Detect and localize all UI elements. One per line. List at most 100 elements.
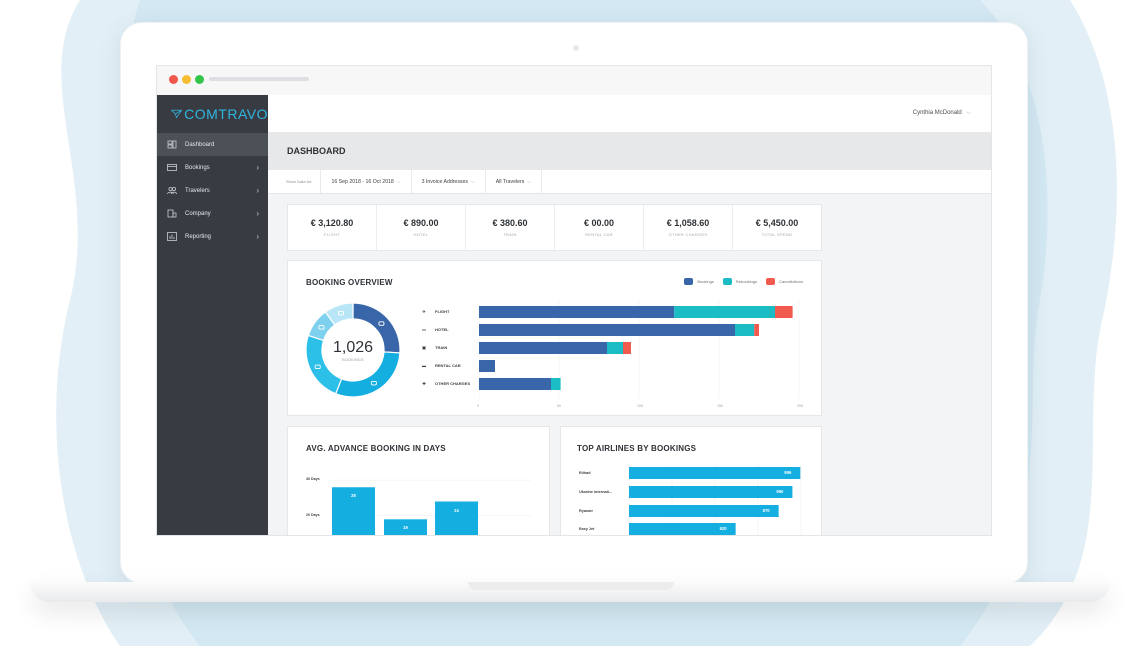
donut-slice-other-charges[interactable] — [324, 303, 354, 326]
kpi-value: € 1,058.60 — [666, 218, 710, 228]
chevron-down-icon: ⌵ — [396, 178, 401, 185]
legend-label: Cancellations — [778, 279, 803, 284]
bar-category-label: HOTEL — [435, 327, 449, 332]
kpi-value: € 380.60 — [492, 218, 528, 228]
invoice-address-filter[interactable]: 3 Invoice Addresses ⌵ — [410, 170, 485, 193]
legend-label: Bookings — [697, 279, 714, 284]
kpi-label: FLIGHT — [323, 232, 341, 237]
sidebar-nav: Dashboard Bookings › Travelers › Company › Repo… — [157, 133, 268, 248]
airline-bar[interactable] — [629, 467, 801, 479]
hotel-icon: ▭ — [422, 327, 426, 332]
brand-name: COMTRAVO — [184, 106, 268, 122]
legend-label: Rebookings — [735, 279, 757, 284]
date-range-filter[interactable]: 16 Sep 2018 - 16 Oct 2018 ⌵ — [320, 170, 410, 193]
sidebar-item-travelers[interactable]: Travelers › — [157, 179, 268, 202]
camera-dot — [573, 45, 579, 51]
bar-value-label: 24 — [454, 507, 459, 513]
bookings-icon — [167, 163, 177, 172]
airline-bar[interactable] — [629, 486, 793, 498]
airline-value: 950 — [776, 489, 784, 494]
booking-overview-card: BOOKING OVERVIEW Bookings Rebookings Can… — [287, 260, 822, 416]
legend-swatch — [684, 278, 694, 285]
top-airlines-title: TOP AIRLINES BY BOOKINGS — [577, 444, 697, 453]
legend-cancellations: Cancellations — [765, 278, 803, 285]
minimize-dot-icon[interactable] — [182, 75, 191, 84]
kpi-value: € 00.00 — [583, 218, 615, 228]
close-dot-icon[interactable] — [169, 75, 178, 84]
sidebar-item-company[interactable]: Company › — [157, 202, 268, 225]
sidebar-item-bookings[interactable]: Bookings › — [157, 156, 268, 179]
bar-flight-cancellations[interactable] — [775, 306, 793, 318]
chevron-right-icon: › — [256, 163, 259, 172]
slice-icon-shape — [314, 364, 321, 370]
hotel-icon — [370, 380, 377, 386]
sidebar-item-label: Dashboard — [185, 141, 215, 148]
y-tick-label: 30 Days — [306, 477, 320, 482]
bar-train-cancellations[interactable] — [623, 342, 631, 354]
filter-bar: Show Data for: 16 Sep 2018 - 16 Oct 2018… — [268, 170, 991, 194]
bar-label-hotel: ▭ HOTEL — [419, 327, 449, 332]
sidebar-item-reporting[interactable]: Reporting › — [157, 225, 268, 248]
browser-chrome — [157, 66, 991, 96]
kpi-label: TOTAL SPEND — [761, 232, 793, 237]
airline-value: 996 — [784, 470, 792, 475]
slice-icon-shape — [378, 321, 385, 326]
sidebar-item-label: Reporting — [185, 233, 212, 240]
kpi-flight: € 3,120.80 FLIGHT — [288, 205, 377, 250]
kpi-label: OTHER CHARGES — [668, 232, 708, 237]
bar-train-bookings[interactable] — [479, 342, 607, 354]
bar-category-label: FLIGHT — [435, 309, 450, 314]
sidebar: COMTRAVO Dashboard Bookings › Travelers › Com… — [157, 95, 268, 535]
chevron-right-icon: › — [256, 232, 259, 241]
dashboard-icon — [167, 140, 177, 149]
brand-logo[interactable]: COMTRAVO — [157, 95, 268, 133]
kpi-value: € 5,450.00 — [755, 218, 799, 228]
bar-rental-car-bookings[interactable] — [479, 360, 495, 372]
top-airlines-chart — [628, 463, 802, 535]
legend-rebookings: Rebookings — [722, 278, 757, 285]
kpi-other-charges: € 1,058.60 OTHER CHARGES — [644, 205, 733, 250]
airline-value: 620 — [719, 526, 727, 531]
bar-other-charges-bookings[interactable] — [479, 378, 551, 390]
x-tick-label: 50 — [557, 404, 561, 408]
airline-bar[interactable] — [629, 523, 736, 535]
chevron-down-icon: ⌵ — [966, 110, 971, 116]
y-tick-label: 20 Days — [306, 512, 320, 517]
advance-booking-bar[interactable] — [384, 519, 427, 536]
advance-booking-bar[interactable] — [435, 501, 478, 537]
maximize-dot-icon[interactable] — [195, 75, 204, 84]
legend-bookings: Bookings — [684, 278, 714, 285]
kpi-value: € 3,120.80 — [310, 218, 354, 228]
bar-other-charges-rebookings[interactable] — [551, 378, 561, 390]
kpi-value: € 890.00 — [403, 218, 439, 228]
sidebar-item-label: Company — [185, 210, 211, 217]
airline-bar[interactable] — [629, 505, 779, 517]
travelers-filter[interactable]: All Travelers ⌵ — [484, 170, 543, 193]
bar-flight-rebookings[interactable] — [674, 306, 775, 318]
flight-icon: ✈ — [422, 309, 426, 314]
bar-flight-bookings[interactable] — [479, 306, 675, 318]
x-tick-label: 150 — [717, 404, 723, 408]
bar-label-flight: ✈ FLIGHT — [419, 309, 449, 314]
advance-booking-title: AVG. ADVANCE BOOKING IN DAYS — [306, 444, 446, 453]
bar-hotel-bookings[interactable] — [479, 324, 735, 336]
date-range-value: 16 Sep 2018 - 16 Oct 2018 — [331, 178, 394, 185]
user-name: Cynthia McDonald — [912, 110, 962, 116]
chart-legend: Bookings Rebookings Cancellations — [675, 278, 803, 285]
sidebar-item-dashboard[interactable]: Dashboard — [157, 133, 268, 156]
app-screen: COMTRAVO Dashboard Bookings › Travelers › Com… — [156, 65, 992, 536]
user-menu[interactable]: Cynthia McDonald ⌵ — [913, 110, 971, 117]
page-header: DASHBOARD — [268, 132, 991, 170]
bar-train-rebookings[interactable] — [607, 342, 623, 354]
top-airlines-card: TOP AIRLINES BY BOOKINGS Etihad 996 Ukrain… — [560, 426, 822, 535]
kpi-train: € 380.60 TRAIN — [466, 205, 555, 250]
chevron-right-icon: › — [256, 186, 259, 195]
address-bar[interactable] — [209, 77, 309, 81]
top-bar: Cynthia McDonald ⌵ — [268, 95, 991, 133]
reporting-icon — [167, 232, 177, 241]
bar-hotel-cancellations[interactable] — [754, 324, 759, 336]
bar-hotel-rebookings[interactable] — [735, 324, 755, 336]
bar-value-label: 28 — [351, 493, 356, 499]
legend-swatch — [765, 278, 775, 285]
advance-booking-bar[interactable] — [332, 487, 375, 536]
